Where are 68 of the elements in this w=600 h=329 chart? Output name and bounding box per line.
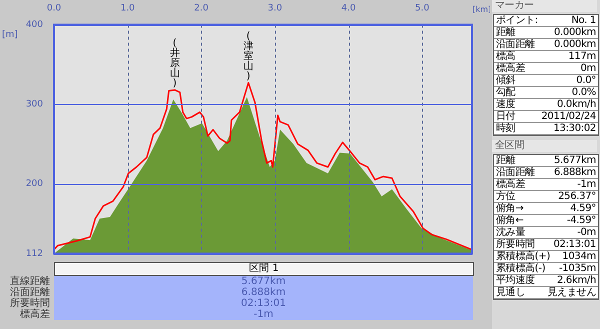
text: 4.59° [570,203,596,214]
text: 沿面距離 [9,287,51,298]
text: 117m [568,51,596,62]
text: マーカー [492,0,597,12]
text: 0.0% [572,87,596,98]
text: 方位 [496,191,516,202]
text: 区間 1 [54,262,474,276]
text: 0m [580,63,596,74]
x-tick-label: 3.0 [268,4,282,14]
x-tick-label: 2.0 [194,4,209,14]
text: 平均速度 [496,275,535,286]
y-tick-label: 200 [26,179,44,190]
text: 02:13:01 [54,298,473,309]
text: 02:13:01 [553,239,596,250]
text: 6.888km [554,167,596,178]
text: 2011/02/24 [541,111,596,122]
text: ポイント: [496,15,538,26]
text: 0.000km [554,27,596,38]
text: 見通し [496,287,526,298]
text: 時刻 [496,123,516,134]
y-tick-label: 112 [26,248,43,259]
text: 速度 [496,99,516,110]
text: 傾斜 [496,75,516,86]
text: 勾配 [496,87,516,98]
text: 所要時間 [9,298,51,309]
text: 俯角→ [496,203,524,214]
text: 0.0km/h [556,99,596,110]
text: 日付 [496,111,516,122]
text: -1m [54,309,473,320]
text: 俯角← [496,215,524,226]
text: 2.6km/h [556,275,596,286]
y-axis-title: [m] [2,30,18,40]
text: 直線距離 [9,276,51,287]
text: -1m [577,179,596,190]
text: 標高 [496,51,516,62]
text: 累積標高(+) [496,251,550,262]
text: 標高差 [496,63,526,74]
text: 距離 [496,27,516,38]
text: -1035m [559,263,596,274]
text: 0.000km [554,39,596,50]
text: -0m [577,227,596,238]
text: 沿面距離 [496,167,535,178]
text: 256.37° [558,191,596,202]
text: 距離 [496,155,516,166]
y-tick-label: 300 [26,100,44,110]
y-tick-label: 400 [26,20,44,30]
x-tick-label: 1.0 [120,4,136,14]
x-tick-label: 5.0 [414,4,430,14]
text: 標高差 [19,309,51,320]
text: 0.0° [576,75,596,86]
annotation: (津室山) [243,30,254,82]
text: 6.888km [54,287,473,298]
text: 5.677km [554,155,596,166]
text: 標高差 [496,179,526,190]
text: 沿面距離 [496,39,535,50]
text: 13:30:02 [553,123,596,134]
text: 沈み量 [496,227,526,238]
annotation: (井原山) [170,38,180,89]
x-tick-label: 4.0 [341,4,356,14]
x-tick-label: 0.0 [46,4,62,14]
text: 全区間 [492,140,597,152]
text: 所要時間 [496,239,535,250]
text: 1034m [562,251,596,262]
text: -4.59° [566,215,596,226]
text: 5.677km [54,276,473,287]
text: 累積標高(-) [496,263,546,274]
text: No. 1 [571,15,596,26]
text: 見えません [547,287,596,298]
